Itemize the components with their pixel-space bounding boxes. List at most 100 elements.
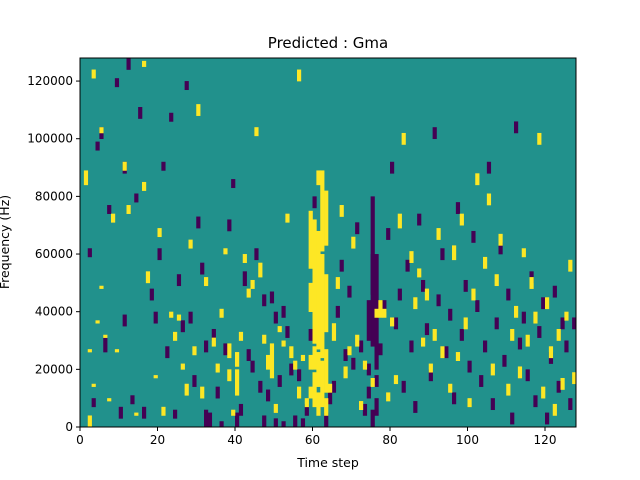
high-cell [196, 104, 201, 116]
low-cell [347, 285, 352, 298]
low-cell [324, 412, 329, 428]
low-cell [366, 363, 371, 376]
high-cell [99, 127, 104, 134]
low-cell [440, 248, 445, 261]
low-cell [436, 294, 441, 307]
high-cell [153, 375, 158, 379]
low-cell [444, 346, 449, 359]
y-axis-ticks: 0 20000 40000 60000 80000 100000 120000 [27, 74, 80, 434]
high-cell [552, 403, 557, 416]
low-cell [219, 421, 224, 428]
low-cell [483, 340, 488, 353]
high-cell [545, 297, 550, 310]
high-cell [490, 363, 495, 376]
high-cell [308, 282, 313, 312]
high-cell [378, 300, 383, 318]
high-cell [401, 132, 406, 145]
high-cell [169, 311, 174, 318]
low-cell [448, 308, 453, 321]
low-cell [114, 78, 120, 88]
high-cell [324, 190, 329, 246]
low-cell [215, 386, 220, 399]
low-cell [339, 259, 344, 272]
low-cell [359, 340, 364, 353]
low-cell [250, 360, 255, 373]
high-cell [114, 349, 120, 353]
high-cell [328, 383, 333, 393]
high-cell [424, 288, 430, 301]
high-cell [436, 228, 441, 240]
high-cell [269, 343, 275, 379]
low-cell [107, 205, 112, 214]
high-cell [440, 346, 445, 359]
high-cell [316, 352, 321, 387]
high-cell [87, 415, 92, 428]
low-cell [374, 398, 379, 416]
low-cell [87, 248, 92, 258]
high-cell [219, 308, 224, 318]
low-cell [517, 337, 523, 350]
low-cell [242, 271, 247, 287]
low-cell [545, 412, 550, 425]
low-cell [238, 403, 244, 416]
high-cell [471, 288, 476, 301]
axes-frame [79, 57, 577, 428]
low-cell [556, 380, 561, 393]
low-cell [533, 395, 538, 408]
x-tick-label: 60 [305, 433, 320, 447]
high-cell [308, 386, 313, 399]
high-cell [343, 366, 348, 379]
high-cell [320, 170, 325, 252]
high-cell [448, 383, 453, 393]
low-cell [231, 179, 236, 189]
high-cell [324, 274, 329, 333]
low-cell [157, 248, 162, 261]
high-cell [312, 372, 317, 408]
low-cell [490, 398, 495, 411]
low-cell [273, 311, 278, 324]
low-cell [134, 193, 139, 203]
high-cell [324, 349, 329, 393]
high-cell [215, 363, 220, 373]
high-cell [231, 409, 236, 416]
high-cell [498, 233, 503, 246]
low-cell [452, 392, 457, 405]
low-cell [421, 279, 426, 292]
high-cell [506, 383, 511, 396]
high-cell [572, 372, 577, 385]
low-cell [258, 380, 263, 393]
low-cell [564, 340, 569, 353]
high-cell [351, 236, 356, 249]
low-cell [211, 328, 216, 341]
low-cell [130, 395, 135, 405]
low-cell [382, 300, 387, 312]
high-cell [250, 279, 255, 289]
high-cell [413, 297, 418, 310]
low-cell [572, 317, 577, 330]
low-cell [335, 305, 340, 318]
x-axis-ticks: 0 20 40 60 80 100 120 [76, 427, 556, 447]
y-tick-label: 60000 [35, 247, 73, 261]
high-cell [126, 205, 131, 214]
low-cell [343, 349, 348, 361]
high-cell [161, 406, 166, 416]
high-cell [432, 328, 437, 341]
x-tick-label: 20 [150, 433, 165, 447]
low-cell [370, 196, 375, 295]
high-cell [192, 346, 197, 356]
high-cell [525, 334, 530, 347]
low-cell [506, 288, 511, 301]
high-cell [417, 268, 422, 278]
low-cell [103, 337, 108, 353]
low-cell [235, 412, 240, 428]
high-cell [455, 352, 461, 361]
high-cell [556, 328, 561, 341]
low-cell [262, 294, 267, 307]
high-cell [386, 392, 391, 402]
low-cell [289, 363, 294, 376]
high-cell [200, 386, 205, 399]
low-cell [362, 403, 368, 416]
high-cell [308, 354, 313, 370]
low-cell [281, 305, 286, 318]
high-cell [83, 170, 89, 186]
